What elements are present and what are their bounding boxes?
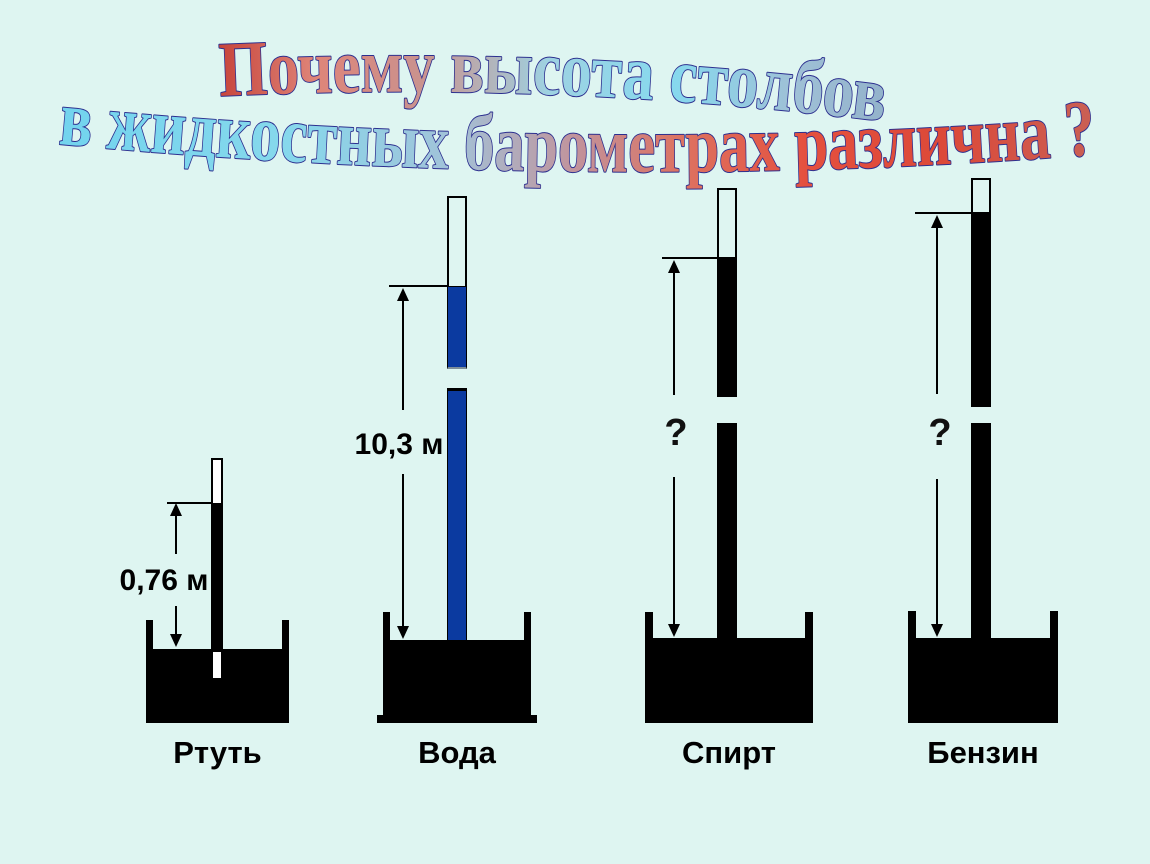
water-arrow-down-shaft	[402, 474, 404, 628]
water-vessel-bottom-lip	[377, 715, 537, 723]
benzine-column-lower	[971, 423, 991, 638]
alcohol-height-label: ?	[664, 412, 688, 454]
water-height-tick	[389, 285, 448, 287]
mercury-column	[211, 503, 223, 650]
benzine-arrow-up-head	[931, 215, 943, 228]
mercury-vessel-left-wall	[146, 620, 153, 652]
water-reservoir-liquid	[383, 640, 531, 717]
alcohol-arrow-down-head	[668, 624, 680, 637]
benzine-name-label: Бензин	[927, 735, 1039, 770]
alcohol-arrow-up-shaft	[673, 271, 675, 395]
water-vessel-right-wall	[524, 612, 531, 642]
water-column-lower	[447, 388, 467, 640]
alcohol-column-upper	[717, 258, 737, 397]
water-column-upper	[447, 287, 467, 369]
water-name-label: Вода	[418, 735, 496, 770]
alcohol-arrow-down-shaft	[673, 477, 675, 626]
alcohol-height-tick	[662, 257, 718, 259]
alcohol-name-label: Спирт	[682, 735, 776, 770]
mercury-arrow-up-shaft	[175, 514, 177, 554]
mercury-arrow-down-shaft	[175, 606, 177, 636]
benzine-height-label: ?	[928, 412, 952, 454]
alcohol-reservoir-liquid	[645, 638, 813, 723]
water-arrow-up-shaft	[402, 299, 404, 410]
benzine-height-tick	[915, 212, 972, 214]
mercury-arrow-down-head	[170, 634, 182, 647]
mercury-name-label: Ртуть	[173, 735, 262, 770]
water-height-label: 10,3 м	[354, 428, 444, 461]
water-arrow-down-head	[397, 626, 409, 639]
alcohol-tube-vacuum	[717, 188, 737, 259]
water-vessel-left-wall	[383, 612, 390, 642]
mercury-arrow-up-head	[170, 503, 182, 516]
alcohol-vessel-left-wall	[645, 612, 653, 640]
mercury-height-label: 0,76 м	[119, 564, 209, 597]
title-line-1-text: Почему высота столбов	[217, 22, 892, 138]
benzine-reservoir-liquid	[908, 638, 1058, 723]
benzine-column-upper	[971, 213, 991, 407]
water-arrow-up-head	[397, 288, 409, 301]
mercury-vessel-right-wall	[282, 620, 289, 652]
benzine-arrow-up-shaft	[936, 226, 938, 394]
mercury-height-tick	[167, 502, 213, 504]
benzine-tube-vacuum	[971, 178, 991, 214]
alcohol-arrow-up-head	[668, 260, 680, 273]
alcohol-column-lower	[717, 423, 737, 638]
benzine-arrow-down-shaft	[936, 479, 938, 626]
benzine-vessel-left-wall	[908, 611, 916, 640]
mercury-tube-vacuum	[211, 458, 223, 505]
mercury-tube-below-surface	[213, 652, 221, 678]
benzine-arrow-down-head	[931, 624, 943, 637]
title-line-2: в жидкостных барометрах различна ?	[55, 73, 1099, 190]
water-tube-vacuum	[447, 196, 467, 288]
benzine-vessel-right-wall	[1050, 611, 1058, 640]
title-line-1: Почему высота столбов	[216, 21, 893, 139]
title-line-2-text: в жидкостных барометрах различна ?	[56, 74, 1098, 189]
alcohol-vessel-right-wall	[805, 612, 813, 640]
